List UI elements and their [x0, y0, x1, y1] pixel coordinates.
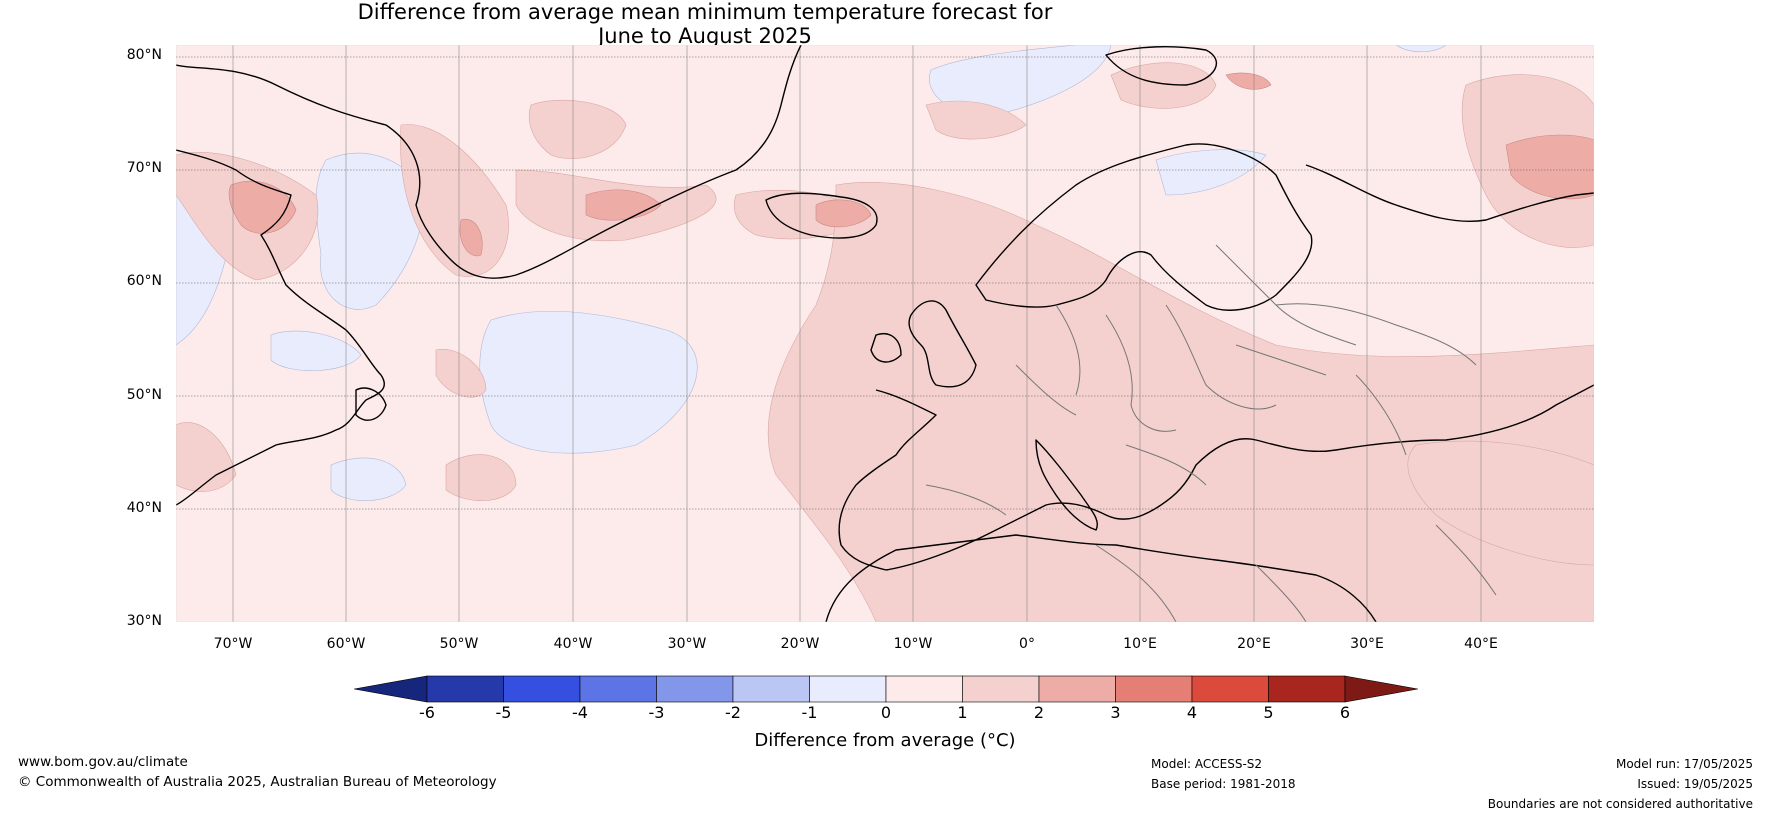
- colorbar-tick-label: 1: [957, 703, 968, 722]
- country-borders: [925, 244, 1497, 622]
- colorbar-cell: [1038, 675, 1116, 703]
- lon-label-30e: 30°E: [1350, 636, 1384, 652]
- colorbar-tick-label: -3: [648, 703, 665, 722]
- footer-issued: Issued: 19/05/2025: [1637, 777, 1753, 791]
- title-line-2: June to August 2025: [598, 24, 812, 48]
- lon-label-40e: 40°E: [1464, 636, 1498, 652]
- lon-label-20e: 20°E: [1237, 636, 1271, 652]
- footer-model-run: Model run: 17/05/2025: [1615, 757, 1753, 771]
- colorbar-extend-low: [354, 675, 428, 703]
- colorbar-cell: [579, 675, 657, 703]
- lon-label-20w: 20°W: [780, 636, 820, 652]
- footer-model: Model: ACCESS-S2: [1151, 757, 1263, 771]
- colorbar-cell: [809, 675, 887, 703]
- colorbar-cell: [503, 675, 581, 703]
- colorbar: [354, 675, 1418, 703]
- footer-base-period: Base period: 1981-2018: [1151, 777, 1296, 791]
- colorbar-cell: [1268, 675, 1346, 703]
- colorbar-cell: [1115, 675, 1193, 703]
- colorbar-extend-high: [1344, 675, 1418, 703]
- meridians: [232, 45, 1482, 622]
- colorbar-cell: [426, 675, 504, 703]
- lon-label-30w: 30°W: [667, 636, 707, 652]
- lat-label-50n: 50°N: [126, 387, 162, 403]
- colorbar-tick-label: -6: [419, 703, 435, 722]
- map-canvas: [176, 45, 1594, 622]
- colorbar-tick-label: 0: [880, 703, 892, 722]
- forecast-map: [176, 45, 1594, 622]
- colorbar-tick-label: -1: [801, 703, 818, 722]
- colorbar-tick-label: -2: [725, 703, 741, 722]
- colorbar-cell: [885, 675, 963, 703]
- colorbar-tick-label: -4: [572, 703, 588, 722]
- colorbar-tick-label: 5: [1263, 703, 1274, 722]
- graticule: [176, 56, 1594, 510]
- colorbar-tick-label: 4: [1186, 703, 1198, 722]
- colorbar-cell: [1191, 675, 1269, 703]
- map-title: Difference from average mean minimum tem…: [0, 0, 1410, 48]
- lat-label-30n: 30°N: [126, 613, 162, 629]
- colorbar-cell: [962, 675, 1040, 703]
- colorbar-tick-label: 2: [1033, 703, 1045, 722]
- lon-label-0: 0°: [1019, 636, 1035, 652]
- colorbar-cell: [656, 675, 734, 703]
- lon-label-40w: 40°W: [553, 636, 593, 652]
- lat-label-40n: 40°N: [126, 500, 162, 516]
- colorbar-tick-label: 6: [1339, 703, 1351, 722]
- title-line-1: Difference from average mean minimum tem…: [357, 0, 1053, 24]
- colorbar-tick-label: 3: [1110, 703, 1121, 722]
- cool-anomaly-patches: [176, 45, 1447, 501]
- lat-label-60n: 60°N: [126, 273, 162, 289]
- footer-copyright: © Commonwealth of Australia 2025, Austra…: [18, 774, 497, 790]
- colorbar-cell: [732, 675, 810, 703]
- lon-label-10e: 10°E: [1123, 636, 1157, 652]
- lon-label-50w: 50°W: [439, 636, 479, 652]
- lat-label-70n: 70°N: [126, 160, 162, 176]
- footer-disclaimer: Boundaries are not considered authoritat…: [1487, 797, 1753, 811]
- lon-label-70w: 70°W: [213, 636, 253, 652]
- lat-label-80n: 80°N: [126, 47, 162, 63]
- colorbar-tick-label: -5: [495, 703, 512, 722]
- colorbar-title: Difference from average (°C): [754, 730, 1016, 751]
- colorbar-cells: [354, 675, 1418, 703]
- footer-website: www.bom.gov.au/climate: [18, 754, 188, 770]
- lon-label-10w: 10°W: [893, 636, 933, 652]
- lon-label-60w: 60°W: [326, 636, 366, 652]
- coastlines: [176, 45, 1594, 622]
